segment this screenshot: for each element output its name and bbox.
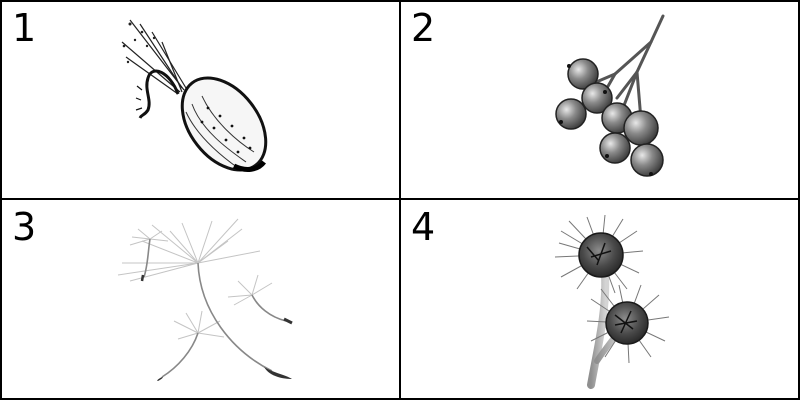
panel-4: 4	[401, 201, 799, 398]
seed-icon	[121, 19, 268, 172]
burdock-burr-icon	[554, 214, 670, 389]
vertical-divider	[399, 0, 401, 400]
panel-3: 3	[2, 201, 400, 398]
outer-border-left	[0, 0, 2, 400]
panel-number: 4	[411, 205, 436, 249]
panel-1: 1	[2, 2, 400, 199]
berry-cluster-icon	[555, 14, 665, 177]
panel-number: 3	[12, 205, 37, 249]
dandelion-seed-icon	[117, 218, 293, 381]
panel-number: 2	[411, 6, 436, 50]
horizontal-divider	[0, 198, 800, 200]
panel-number: 1	[12, 6, 37, 50]
panel-2: 2	[401, 2, 799, 199]
outer-border-right	[798, 0, 800, 400]
